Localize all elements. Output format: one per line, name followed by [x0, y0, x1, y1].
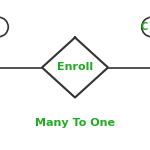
Ellipse shape: [142, 17, 150, 37]
Ellipse shape: [0, 17, 8, 37]
Text: Many To One: Many To One: [35, 118, 115, 128]
Text: C: C: [140, 22, 148, 32]
Polygon shape: [42, 38, 108, 98]
Text: Enroll: Enroll: [57, 63, 93, 72]
